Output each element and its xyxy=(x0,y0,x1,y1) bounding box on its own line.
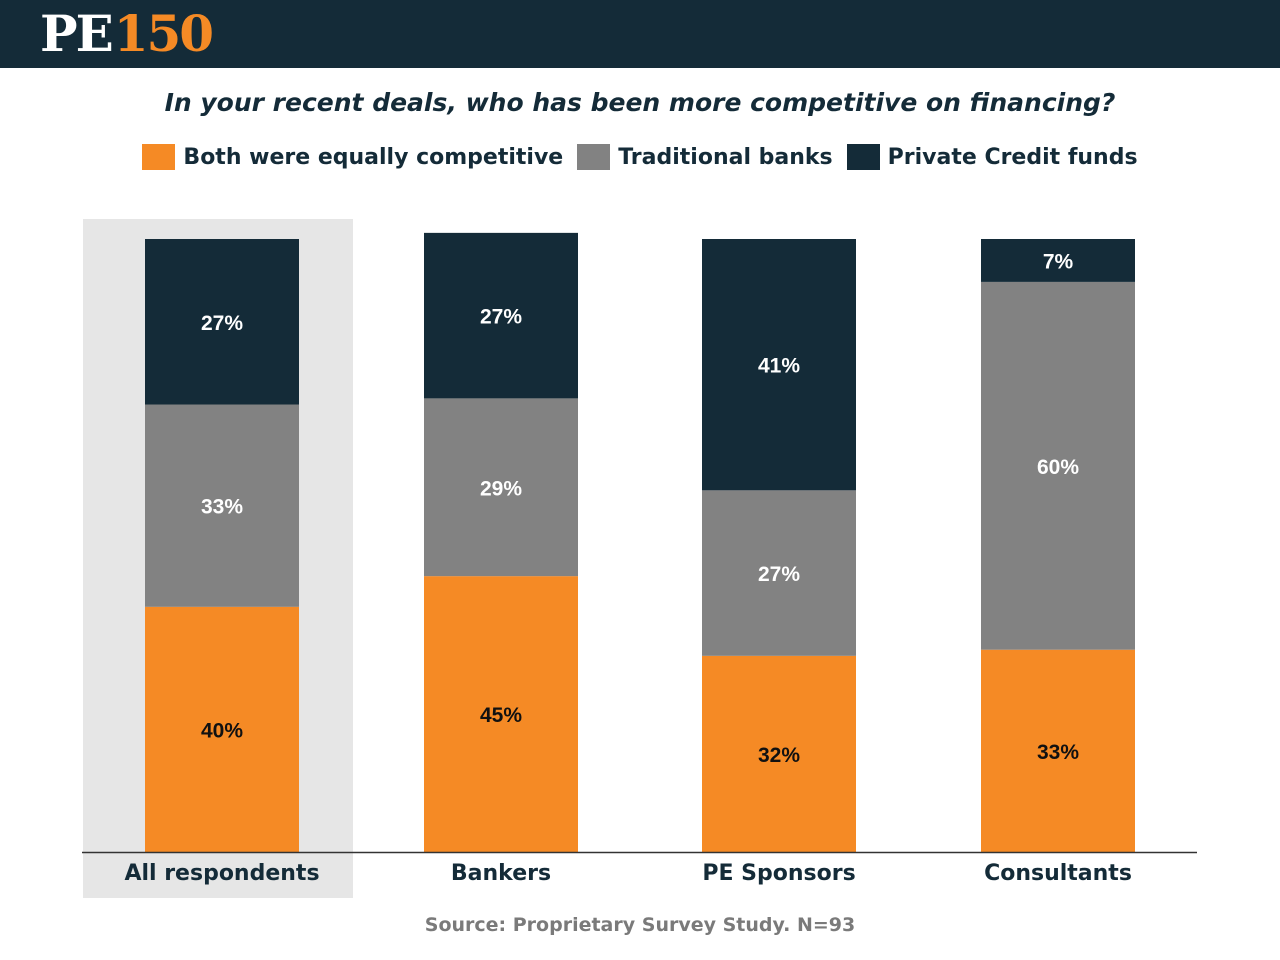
legend-item-equal: Both were equally competitive xyxy=(142,144,563,170)
x-tick-label-all-respondents: All respondents xyxy=(124,861,319,886)
bar-segment-pe-sponsors-private-credit-funds xyxy=(702,239,856,491)
data-label-pe-sponsors-traditional-banks: 27% xyxy=(758,563,800,586)
bar-segment-pe-sponsors-both-were-equally-competitive xyxy=(702,655,856,852)
logo-pe: PE xyxy=(40,4,114,63)
stacked-bar-chart: 40% 33% 27% All respondents 45% 29% 27% Bankers… xyxy=(82,219,1197,898)
header-bar: PE150 xyxy=(0,0,1280,68)
bar-segment-bankers-both-were-equally-competitive xyxy=(424,576,578,852)
legend-label-equal: Both were equally competitive xyxy=(183,144,564,170)
data-label-bankers-private-credit-funds: 27% xyxy=(480,306,522,329)
pe150-logo[interactable]: PE150 xyxy=(40,4,214,63)
data-label-all-respondents-traditional-banks: 33% xyxy=(201,496,243,519)
bar-segment-bankers-traditional-banks xyxy=(424,398,578,577)
data-label-consultants-traditional-banks: 60% xyxy=(1037,456,1079,479)
data-label-pe-sponsors-private-credit-funds: 41% xyxy=(758,355,800,378)
bar-segment-all-respondents-traditional-banks xyxy=(145,404,299,607)
legend-item-banks: Traditional banks xyxy=(577,144,833,170)
data-label-bankers-traditional-banks: 29% xyxy=(480,477,522,500)
legend-swatch-private-credit xyxy=(846,144,880,170)
x-tick-label-consultants: Consultants xyxy=(984,861,1132,886)
data-label-all-respondents-both-were-equally-competitive: 40% xyxy=(201,719,243,742)
bar-segment-consultants-traditional-banks xyxy=(981,281,1135,650)
source-note: Source: Proprietary Survey Study. N=93 xyxy=(424,914,856,936)
data-label-consultants-both-were-equally-competitive: 33% xyxy=(1037,741,1079,764)
bar-segment-pe-sponsors-traditional-banks xyxy=(702,490,856,656)
data-label-all-respondents-private-credit-funds: 27% xyxy=(201,312,243,335)
x-tick-label-bankers: Bankers xyxy=(451,861,551,886)
legend-label-private-credit: Private Credit funds xyxy=(887,144,1138,170)
legend-swatch-banks xyxy=(577,144,611,170)
logo-150: 150 xyxy=(113,4,214,63)
chart-title: In your recent deals, who has been more … xyxy=(164,88,1116,117)
chart-legend: Both were equally competitive Traditiona… xyxy=(0,144,1280,170)
data-label-pe-sponsors-both-were-equally-competitive: 32% xyxy=(758,744,800,767)
bar-segment-consultants-private-credit-funds xyxy=(981,239,1135,282)
data-label-consultants-private-credit-funds: 7% xyxy=(1043,250,1074,273)
bar-segment-bankers-private-credit-funds xyxy=(424,232,578,399)
bar-segment-all-respondents-private-credit-funds xyxy=(145,239,299,405)
bar-segment-consultants-both-were-equally-competitive xyxy=(981,649,1135,852)
legend-label-banks: Traditional banks xyxy=(618,144,833,170)
data-label-bankers-both-were-equally-competitive: 45% xyxy=(480,704,522,727)
legend-swatch-equal xyxy=(142,144,176,170)
x-tick-label-pe-sponsors: PE Sponsors xyxy=(702,861,855,886)
bar-segment-all-respondents-both-were-equally-competitive xyxy=(145,606,299,852)
legend-item-private-credit: Private Credit funds xyxy=(846,144,1138,170)
